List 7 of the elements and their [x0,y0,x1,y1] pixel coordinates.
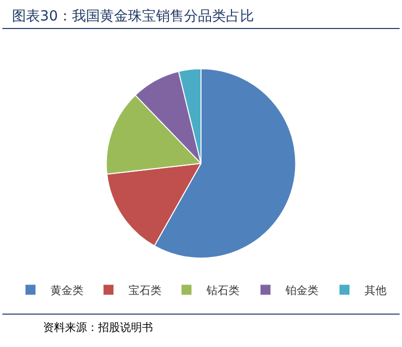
text: 资料来源：招股说明书 [43,321,153,334]
chart-title: 图表30：我国黄金珠宝销售分品类占比 [12,8,254,25]
legend-label: 钻石类 [206,284,240,297]
legend-label: 其他 [364,284,386,297]
legend-label: 铂金类 [284,284,318,297]
legend-label: 黄金类 [50,284,84,297]
legend-label: 宝石类 [128,284,162,297]
